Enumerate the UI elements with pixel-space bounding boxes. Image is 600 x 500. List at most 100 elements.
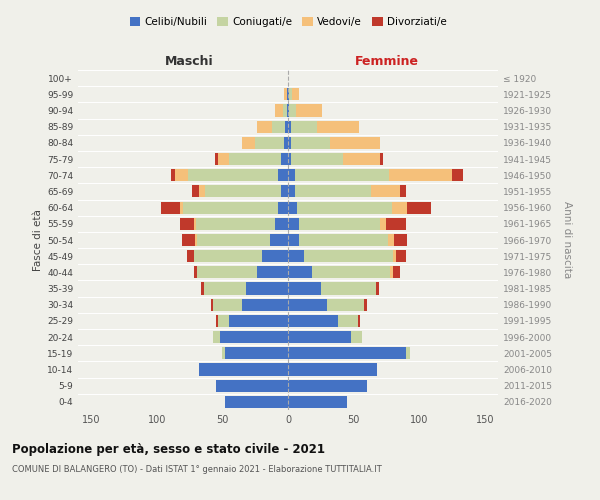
Bar [193, 218, 196, 230]
Bar [288, 186, 295, 198]
Bar [338, 315, 358, 327]
Bar [284, 88, 287, 101]
Bar [283, 104, 287, 117]
Bar [299, 218, 380, 230]
Bar [257, 266, 288, 278]
Bar [205, 186, 281, 198]
Bar [328, 298, 364, 311]
Bar [197, 266, 257, 278]
Bar [288, 396, 347, 408]
Bar [275, 104, 283, 117]
Bar [288, 348, 406, 360]
Bar [196, 218, 275, 230]
Bar [386, 218, 406, 230]
Bar [321, 282, 376, 294]
Bar [213, 298, 242, 311]
Bar [407, 202, 431, 213]
Bar [343, 153, 380, 165]
Bar [181, 218, 193, 230]
Bar [288, 169, 295, 181]
Y-axis label: Anni di nascita: Anni di nascita [562, 202, 572, 278]
Bar [181, 202, 183, 213]
Bar [161, 202, 181, 213]
Bar [262, 250, 288, 262]
Bar [295, 169, 389, 181]
Bar [202, 282, 204, 294]
Bar [255, 137, 284, 149]
Text: Maschi: Maschi [165, 56, 214, 68]
Bar [297, 202, 392, 213]
Bar [288, 137, 290, 149]
Bar [213, 331, 220, 343]
Bar [288, 202, 297, 213]
Bar [288, 266, 311, 278]
Bar [392, 202, 407, 213]
Bar [288, 298, 328, 311]
Bar [277, 202, 288, 213]
Bar [288, 234, 299, 246]
Bar [193, 266, 197, 278]
Bar [288, 315, 338, 327]
Bar [175, 169, 188, 181]
Bar [257, 120, 272, 132]
Bar [296, 104, 322, 117]
Bar [183, 202, 277, 213]
Bar [277, 169, 288, 181]
Bar [290, 153, 343, 165]
Bar [187, 250, 193, 262]
Bar [311, 266, 391, 278]
Bar [199, 186, 205, 198]
Bar [292, 88, 299, 101]
Bar [304, 250, 393, 262]
Bar [288, 153, 290, 165]
Bar [289, 104, 296, 117]
Bar [188, 169, 277, 181]
Bar [289, 88, 292, 101]
Bar [216, 380, 288, 392]
Bar [192, 186, 199, 198]
Bar [400, 186, 406, 198]
Bar [225, 396, 288, 408]
Text: Femmine: Femmine [355, 56, 419, 68]
Bar [388, 234, 394, 246]
Bar [288, 331, 351, 343]
Bar [193, 250, 262, 262]
Bar [287, 104, 288, 117]
Bar [393, 250, 395, 262]
Bar [290, 137, 330, 149]
Bar [229, 315, 288, 327]
Bar [275, 218, 288, 230]
Bar [452, 169, 463, 181]
Bar [290, 120, 317, 132]
Bar [295, 186, 371, 198]
Bar [391, 266, 393, 278]
Bar [394, 234, 407, 246]
Bar [197, 234, 269, 246]
Bar [288, 282, 321, 294]
Bar [225, 348, 288, 360]
Bar [223, 348, 225, 360]
Text: Popolazione per età, sesso e stato civile - 2021: Popolazione per età, sesso e stato civil… [12, 442, 325, 456]
Bar [269, 234, 288, 246]
Bar [364, 298, 367, 311]
Bar [281, 153, 288, 165]
Bar [286, 120, 288, 132]
Bar [218, 153, 229, 165]
Bar [242, 298, 288, 311]
Bar [220, 331, 288, 343]
Bar [288, 250, 304, 262]
Bar [171, 169, 175, 181]
Bar [288, 218, 299, 230]
Bar [199, 364, 288, 376]
Bar [376, 282, 379, 294]
Bar [216, 315, 218, 327]
Bar [218, 315, 229, 327]
Bar [299, 234, 388, 246]
Bar [371, 186, 400, 198]
Bar [215, 153, 218, 165]
Bar [204, 282, 246, 294]
Bar [284, 137, 288, 149]
Bar [211, 298, 213, 311]
Bar [288, 104, 289, 117]
Bar [195, 234, 197, 246]
